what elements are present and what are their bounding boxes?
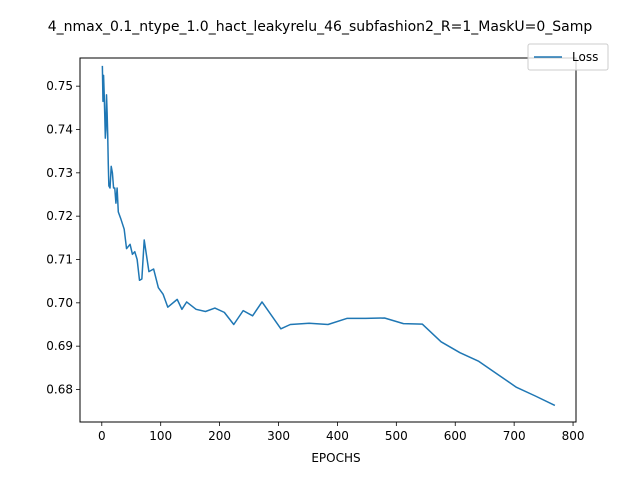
legend-label-loss: Loss	[572, 50, 598, 64]
x-tick-label: 800	[562, 429, 585, 443]
x-tick-label: 300	[267, 429, 290, 443]
y-tick-label: 0.71	[46, 253, 73, 267]
x-tick-label: 600	[444, 429, 467, 443]
y-tick-label: 0.68	[46, 383, 73, 397]
x-tick-label: 0	[98, 429, 106, 443]
x-tick-label: 500	[385, 429, 408, 443]
x-tick-label: 200	[208, 429, 231, 443]
x-tick-label: 400	[326, 429, 349, 443]
y-tick-label: 0.72	[46, 209, 73, 223]
x-axis-label: EPOCHS	[311, 451, 360, 465]
legend-box	[527, 43, 609, 71]
y-tick-label: 0.75	[46, 79, 73, 93]
x-tick-label: 700	[503, 429, 526, 443]
x-tick-label: 100	[149, 429, 172, 443]
plot-frame	[79, 57, 577, 423]
y-tick-label: 0.70	[46, 296, 73, 310]
chart-title: 4_nmax_0.1_ntype_1.0_hact_leakyrelu_46_s…	[48, 19, 593, 35]
y-tick-label: 0.73	[46, 166, 73, 180]
legend: Loss	[527, 43, 609, 71]
y-tick-label: 0.74	[46, 123, 73, 137]
series-line-loss	[101, 65, 556, 407]
y-tick-label: 0.69	[46, 339, 73, 353]
